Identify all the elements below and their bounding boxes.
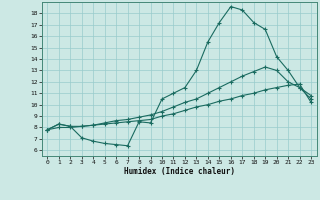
X-axis label: Humidex (Indice chaleur): Humidex (Indice chaleur) [124,167,235,176]
